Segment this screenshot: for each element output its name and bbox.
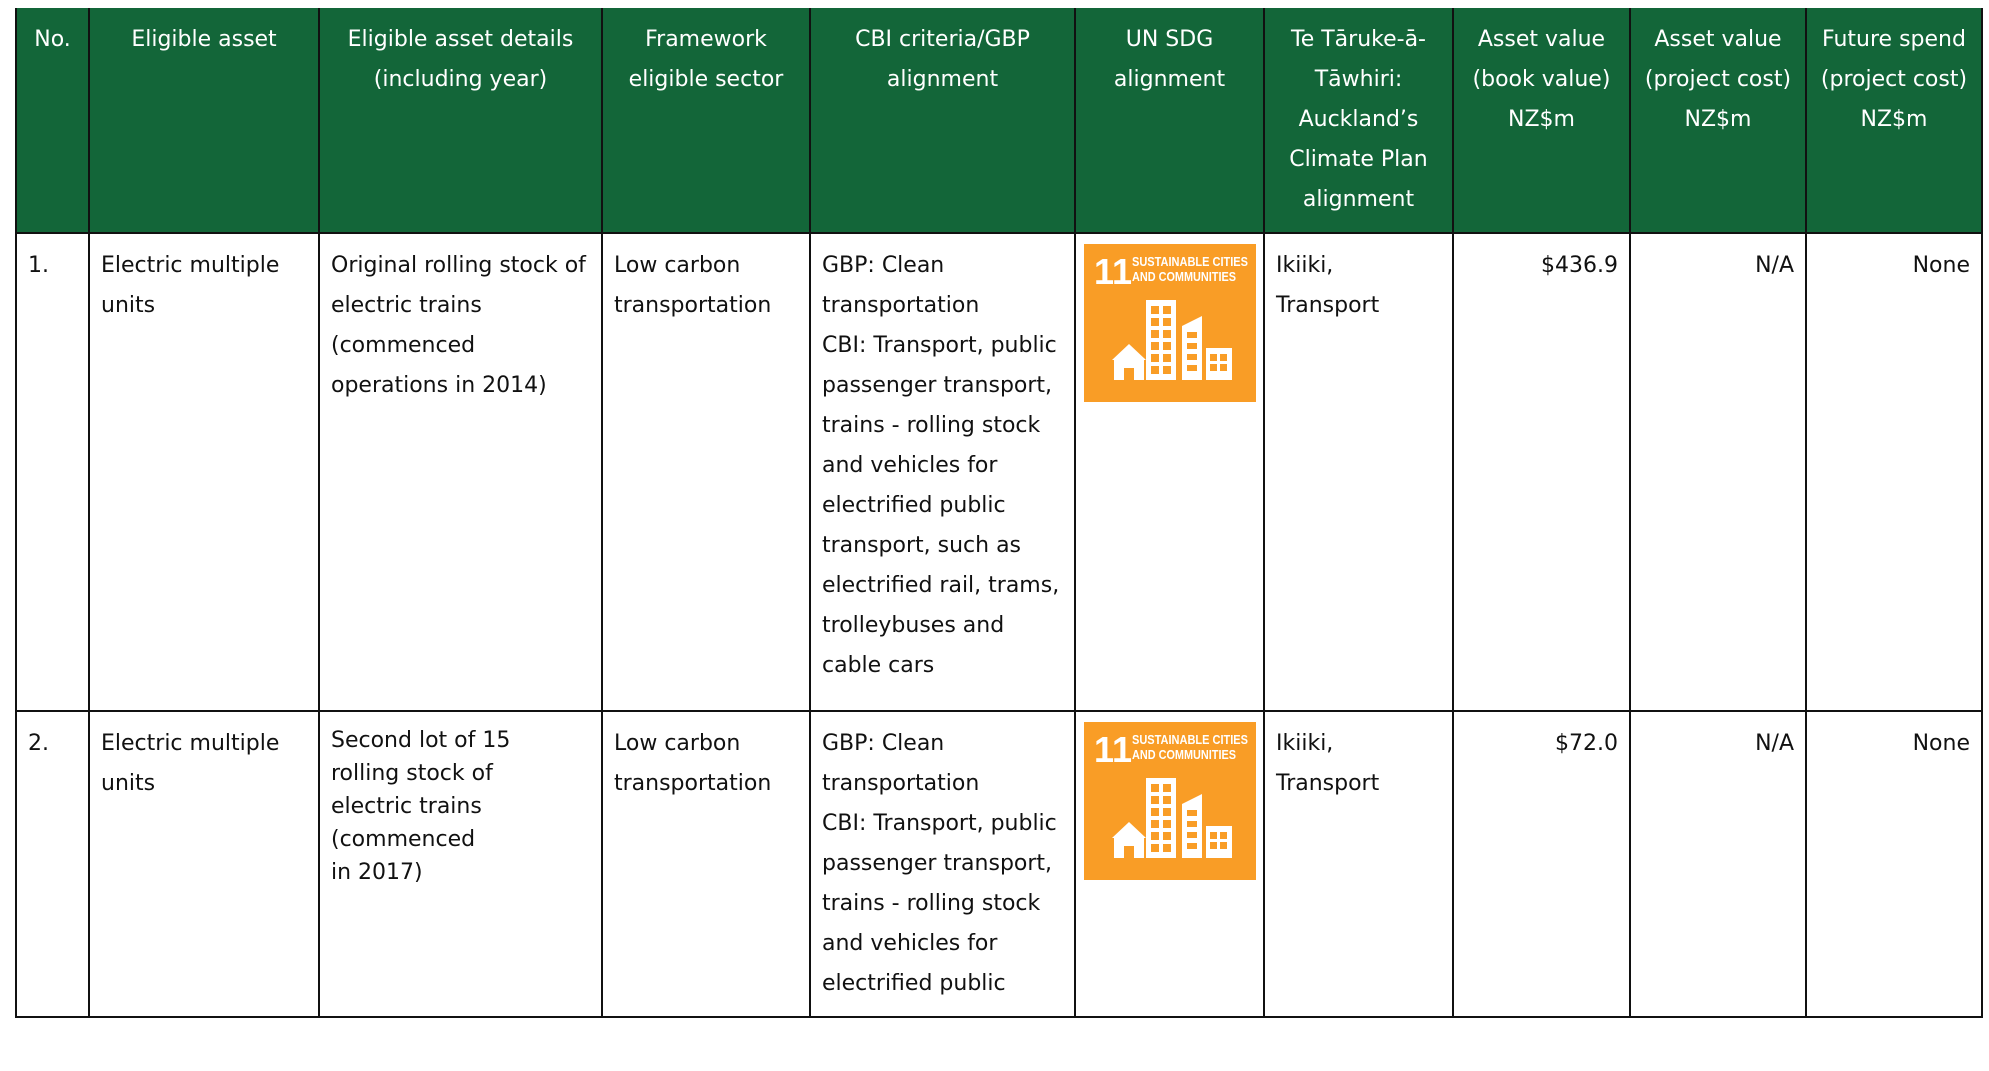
header-cell: No. <box>15 8 90 234</box>
pictogram-window <box>1163 366 1171 374</box>
pictogram-shape <box>1206 826 1232 858</box>
pictogram-window <box>1151 354 1159 362</box>
pictogram-window <box>1163 844 1171 852</box>
pictogram-window <box>1187 821 1197 827</box>
pictogram-windows <box>1124 306 1227 380</box>
header-cell: Framework eligible sector <box>601 8 811 234</box>
pictogram-window <box>1151 366 1159 374</box>
table-row: 2. Electric multiple units Second lot of 1… <box>15 710 1983 1018</box>
pictogram-window <box>1151 820 1159 828</box>
header-cell: Te Tāruke-ā-Tāwhiri: Auckland’s Climate … <box>1263 8 1454 234</box>
pictogram-windows <box>1124 784 1227 858</box>
pictogram-window <box>1124 846 1134 858</box>
pictogram-shape <box>1182 316 1202 326</box>
pictogram-window <box>1163 306 1171 314</box>
pictogram-window <box>1163 330 1171 338</box>
icon-label: AND COMMUNITIES <box>1132 270 1236 284</box>
table-cell: Original rolling stock of electric train… <box>318 232 603 712</box>
pictogram-window <box>1220 364 1227 371</box>
table-cell: Ikiiki, Transport <box>1263 710 1454 1018</box>
header-cell: Eligible asset <box>88 8 320 234</box>
pictogram-window <box>1163 832 1171 840</box>
table-cell: GBP: Clean transportation CBI: Transport… <box>809 232 1076 712</box>
pictogram-shape <box>1146 300 1176 380</box>
pictogram-window <box>1220 842 1227 849</box>
table-cell: Second lot of 15 rolling stock of electr… <box>318 710 603 1018</box>
pictogram-window <box>1163 796 1171 804</box>
pictogram-window <box>1124 368 1134 380</box>
pictogram-window <box>1151 330 1159 338</box>
pictogram-window <box>1187 354 1197 360</box>
header-cell: UN SDG alignment <box>1074 8 1265 234</box>
icon-number: 11 <box>1094 729 1132 770</box>
icon-label: SUSTAINABLE CITIES <box>1132 733 1248 747</box>
icon-label: AND COMMUNITIES <box>1132 748 1236 762</box>
sdg-cell: 11 SUSTAINABLE CITIES AND COMMUNITIES <box>1074 232 1265 712</box>
pictogram-window <box>1187 332 1197 338</box>
pictogram-shape <box>1146 778 1176 858</box>
pictogram-shape <box>1112 822 1146 838</box>
table-body: 1. Electric multiple units Original rollin… <box>15 232 1983 1018</box>
table-cell: Ikiiki, Transport <box>1263 232 1454 712</box>
pictogram-window <box>1187 343 1197 349</box>
header-cell: Asset value (project cost) NZ$m <box>1629 8 1807 234</box>
pictogram-window <box>1220 832 1227 839</box>
pictogram-shape <box>1182 794 1202 804</box>
pictogram-window <box>1210 832 1217 839</box>
pictogram-window <box>1151 784 1159 792</box>
pictogram-window <box>1163 820 1171 828</box>
pictogram-window <box>1151 808 1159 816</box>
pictogram-window <box>1151 342 1159 350</box>
table-row: 1. Electric multiple units Original rollin… <box>15 232 1983 712</box>
pictogram-window <box>1151 832 1159 840</box>
table-cell: None <box>1805 232 1983 712</box>
table-cell: GBP: Clean transportation CBI: Transport… <box>809 710 1076 1018</box>
eligible-assets-table: No. Eligible asset Eligible asset detail… <box>15 8 1983 1018</box>
pictogram-window <box>1163 808 1171 816</box>
pictogram-shape <box>1206 348 1232 380</box>
pictogram-shape <box>1112 344 1146 360</box>
header-row: No. Eligible asset Eligible asset detail… <box>15 8 1983 234</box>
pictogram-window <box>1151 318 1159 326</box>
pictogram-window <box>1187 365 1197 371</box>
table-cell: Low carbon transportation <box>601 710 811 1018</box>
pictogram-window <box>1151 306 1159 314</box>
pictogram-window <box>1163 318 1171 326</box>
table-cell: $72.0 <box>1452 710 1631 1018</box>
icon-number: 11 <box>1094 251 1132 292</box>
table-cell: None <box>1805 710 1983 1018</box>
table-cell: Electric multiple units <box>88 232 320 712</box>
sdg-cell: 11 SUSTAINABLE CITIES AND COMMUNITIES <box>1074 710 1265 1018</box>
table-cell: 1. <box>15 232 90 712</box>
header-cell: Asset value (book value) NZ$m <box>1452 8 1631 234</box>
pictogram-window <box>1210 842 1217 849</box>
table-cell: N/A <box>1629 232 1807 712</box>
pictogram-window <box>1151 796 1159 804</box>
pictogram-window <box>1210 364 1217 371</box>
icon-label: SUSTAINABLE CITIES <box>1132 255 1248 269</box>
header-cell: Eligible asset details (including year) <box>318 8 603 234</box>
pictogram-window <box>1187 843 1197 849</box>
pictogram-window <box>1151 844 1159 852</box>
pictogram-window <box>1187 810 1197 816</box>
pictogram-window <box>1163 342 1171 350</box>
table-cell: Electric multiple units <box>88 710 320 1018</box>
table-cell: N/A <box>1629 710 1807 1018</box>
table-cell: 2. <box>15 710 90 1018</box>
pictogram-window <box>1210 354 1217 361</box>
header-cell: Future spend (project cost) NZ$m <box>1805 8 1983 234</box>
table-cell: $436.9 <box>1452 232 1631 712</box>
pictogram-window <box>1187 832 1197 838</box>
pictogram-window <box>1163 784 1171 792</box>
table-cell: Low carbon transportation <box>601 232 811 712</box>
pictogram-window <box>1220 354 1227 361</box>
header-cell: CBI criteria/GBP alignment <box>809 8 1076 234</box>
pictogram-window <box>1163 354 1171 362</box>
